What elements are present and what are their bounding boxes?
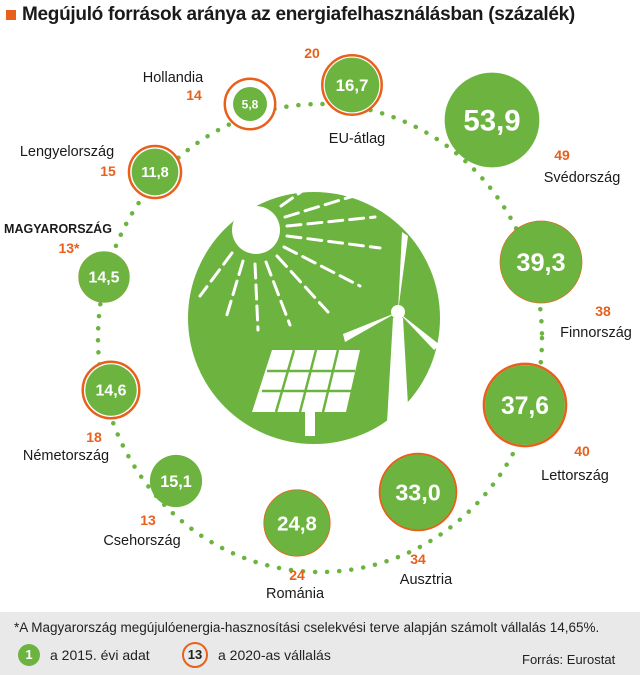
value-label: 5,8 [242,97,259,111]
value-label: 53,9 [463,105,520,138]
value-circle [149,454,203,508]
value-circle [131,148,179,196]
value-label: 39,3 [516,249,565,277]
bubbles-layer: 16,7 20 EU-átlag 53,9 49 Svédország 39,3 38 Finn… [4,45,632,602]
value-label: 24,8 [277,513,317,535]
bubble-chart: 16,7 20 EU-átlag 53,9 49 Svédország 39,3 38 Finn… [4,45,632,602]
bubble-2: 39,3 38 Finnország [499,220,632,341]
value-circle [485,365,565,445]
country-label: Lettország [541,468,609,484]
title-marker [6,10,16,20]
value-label: 37,6 [501,393,549,420]
bubble-4: 33,0 34 Ausztria [378,452,458,588]
country-label: Finnország [560,325,632,341]
bubble-8: 14,5 13* MAGYARORSZÁG [4,221,130,303]
value-label: 33,0 [395,479,440,505]
value-circle [264,490,330,556]
center-circle [188,192,440,444]
target-label: 20 [304,45,320,61]
bubble-1: 53,9 49 Svédország [444,72,621,186]
target-label: 34 [410,551,426,567]
title-bar: Megújuló források aránya az energiafelha… [0,0,640,34]
bubble-5: 24,8 24 Románia [263,489,331,602]
target-label: 18 [86,429,102,445]
value-circle [78,251,130,303]
target-label: 14 [186,87,202,103]
bubble-6: 15,1 13 Csehország [103,454,203,549]
country-label: Románia [266,586,325,602]
source-credit: Forrás: Eurostat [522,652,616,667]
country-label: Hollandia [143,70,204,86]
target-label: 15 [100,163,116,179]
bubble-0: 16,7 20 EU-átlag [304,45,385,147]
legend: 1 a 2015. évi adat 13 a 2020-as vállalás [12,642,632,672]
target-label: 24 [289,567,305,583]
country-label: MAGYARORSZÁG [4,221,112,236]
sun-icon [198,173,382,332]
country-label: EU-átlag [329,131,385,147]
footnote: *A Magyarország megújulóenergia-hasznosí… [14,620,600,635]
legend-value-label: a 2015. évi adat [50,647,150,663]
footer: *A Magyarország megújulóenergia-hasznosí… [0,612,640,675]
value-label: 14,5 [89,270,120,287]
value-circle [324,57,380,113]
legend-target-label: a 2020-as vállalás [218,647,331,663]
target-label: 40 [574,443,590,459]
dotted-connector-ring [95,101,545,575]
value-label: 15,1 [160,473,192,491]
target-label: 38 [595,303,611,319]
bubble-3: 37,6 40 Lettország [482,362,609,484]
value-circle [444,72,540,168]
value-label: 14,6 [96,383,127,400]
legend-value-swatch: 1 [18,644,40,666]
solar-panel-icon [252,349,360,436]
target-label: 13 [140,512,156,528]
country-label: Svédország [544,170,621,186]
country-label: Lengyelország [20,144,114,160]
chart-title: Megújuló források aránya az energiafelha… [22,4,575,25]
value-circle [85,364,137,416]
bubble-7: 14,6 18 Németország [23,360,141,464]
value-label: 11,8 [141,165,168,181]
country-label: Németország [23,448,109,464]
value-circle [232,86,268,122]
target-label: 49 [554,147,570,163]
country-label: Csehország [103,533,180,549]
country-label: Ausztria [400,572,453,588]
value-label: 16,7 [336,76,369,95]
legend-target-swatch: 13 [182,642,208,668]
renewable-energy-illustration [188,173,440,444]
value-circle [500,221,582,303]
wind-turbine-icon [343,232,440,440]
value-circle [380,454,456,530]
bubble-9: 11,8 15 Lengyelország [20,144,183,200]
target-label: 13* [58,240,80,256]
